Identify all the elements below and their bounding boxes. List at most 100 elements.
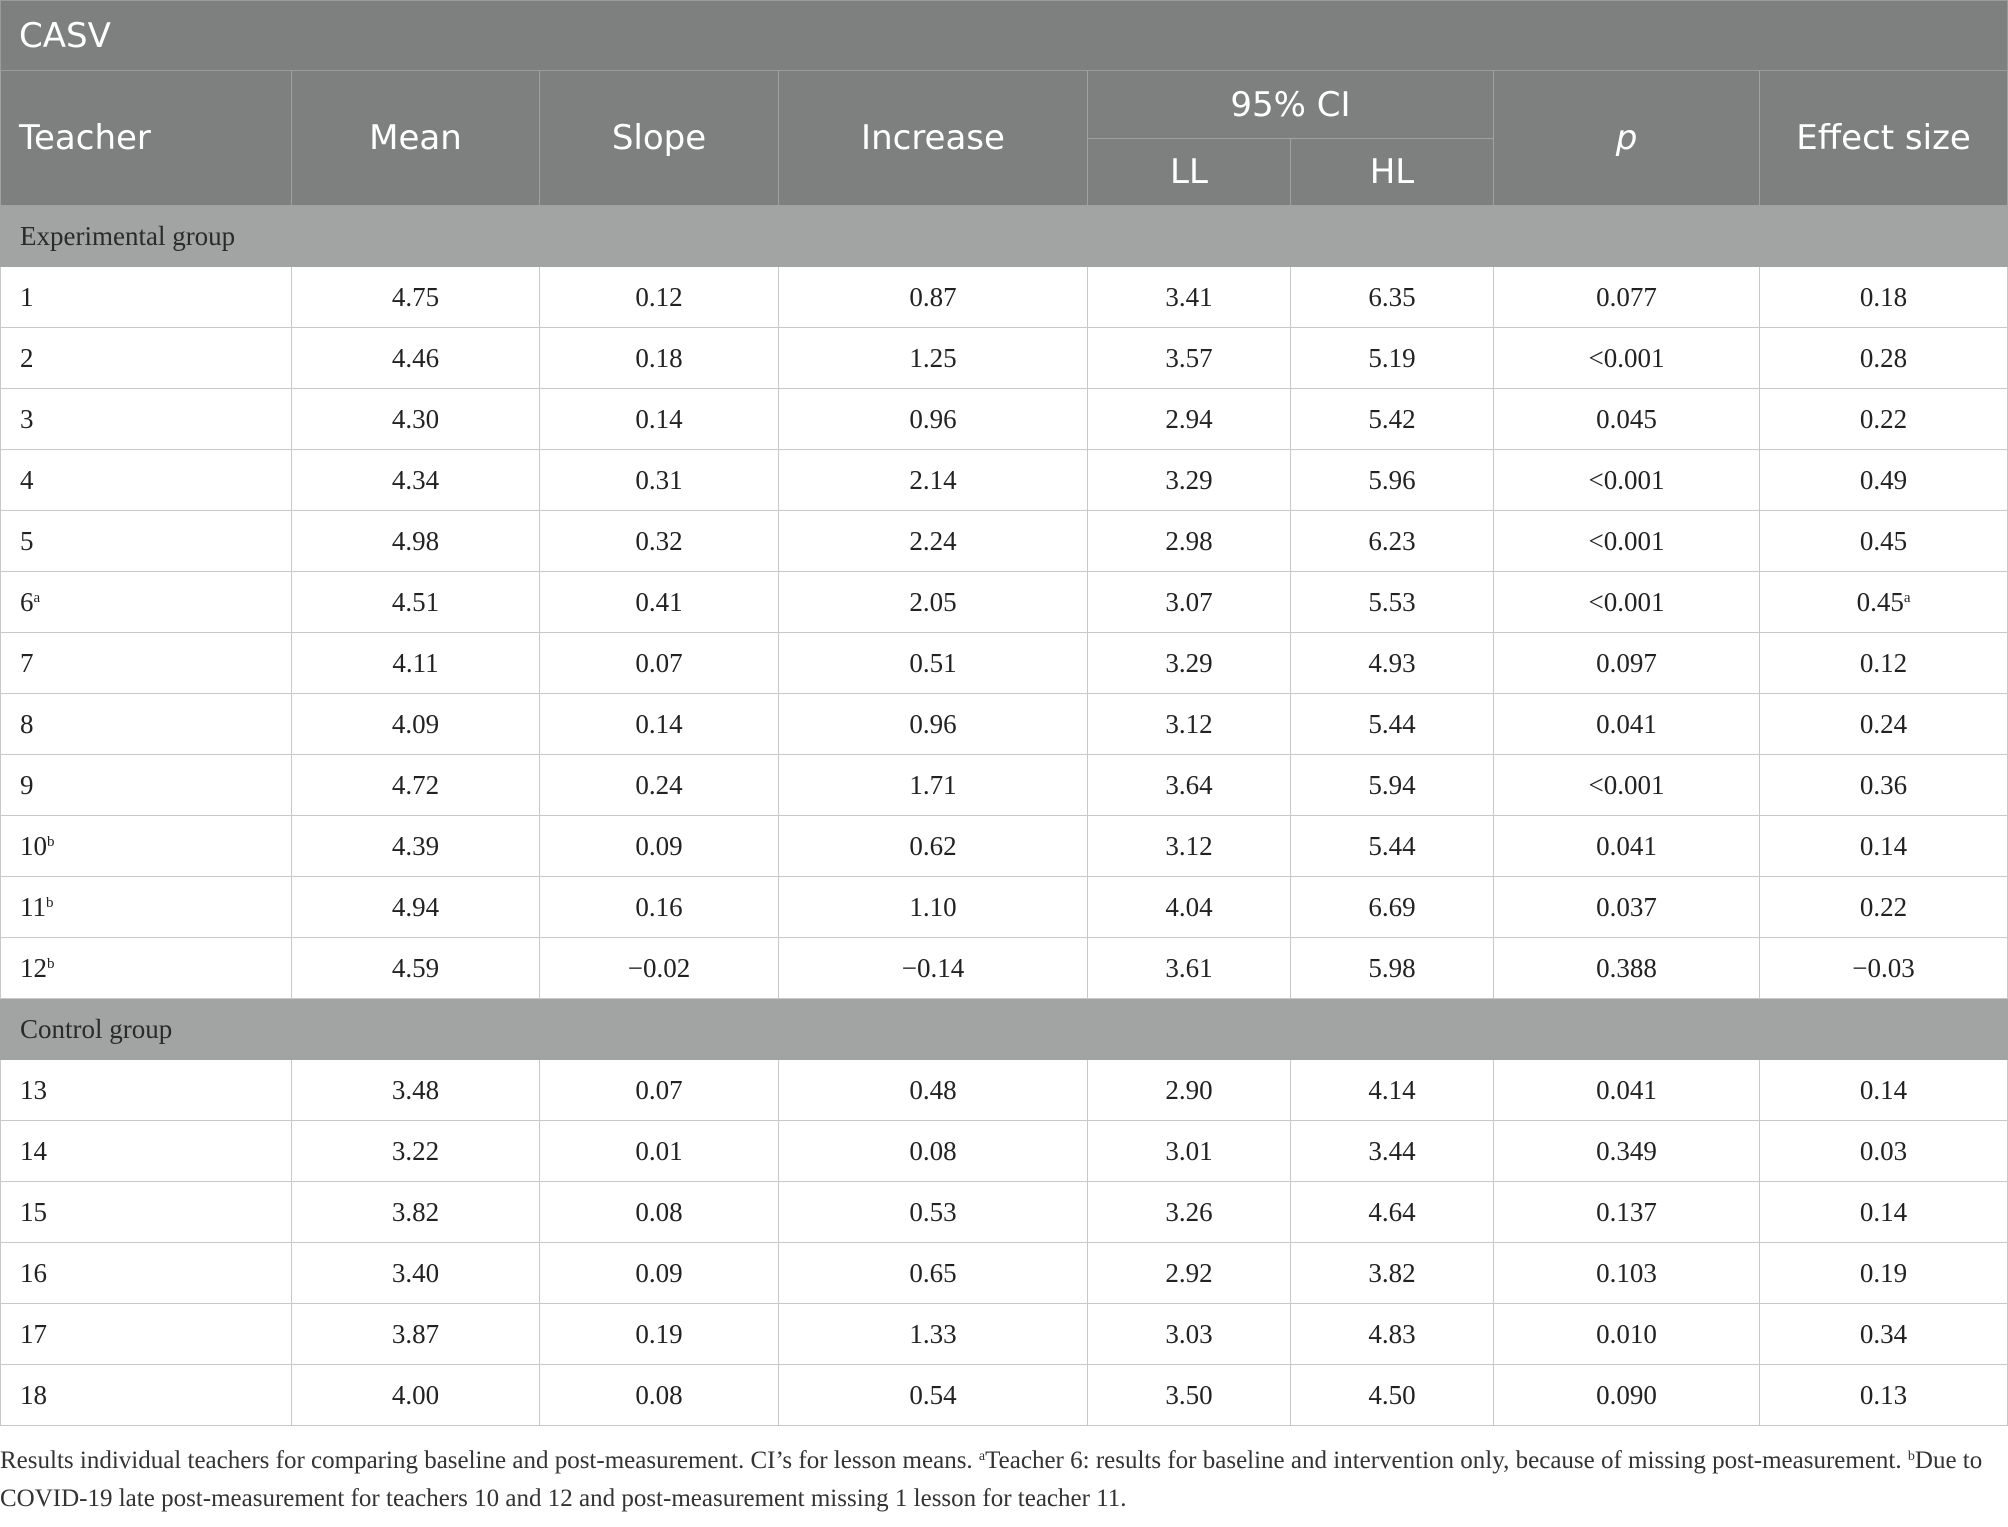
cell-p: <0.001 [1493,510,1760,572]
teacher-id: 4 [20,464,34,495]
cell-increase-value: 1.10 [909,891,957,922]
table-row: 8 4.09 0.14 0.96 3.12 5.44 0.041 0.24 [0,693,2008,755]
cell-slope-value: 0.07 [635,1074,683,1105]
cell-hl-value: 3.44 [1368,1135,1416,1166]
cell-ll-value: 2.90 [1165,1074,1213,1105]
cell-p-value: <0.001 [1588,586,1665,617]
cell-hl-value: 5.96 [1368,464,1416,495]
cell-effect-size-value: 0.34 [1859,1318,1908,1349]
cell-slope-value: 0.32 [635,525,683,556]
cell-hl-value: 5.42 [1368,403,1416,434]
cell-increase-value: 2.14 [909,464,957,495]
cell-hl-value: 5.94 [1368,769,1416,800]
cell-hl: 6.23 [1290,510,1494,572]
cell-mean-value: 4.46 [391,342,440,373]
cell-increase-value: 0.65 [909,1257,957,1288]
cell-slope: 0.14 [539,388,779,450]
cell-effect-size: 0.22 [1758,388,2008,450]
teacher-footnote-mark: b [47,955,55,972]
cell-p: 0.041 [1493,693,1760,755]
cell-slope: 0.16 [539,876,779,938]
cell-mean-value: 4.39 [391,830,440,861]
cell-slope: 0.19 [539,1303,779,1365]
cell-hl: 4.50 [1290,1364,1494,1426]
cell-teacher: 7 [0,632,292,694]
cell-slope: 0.32 [539,510,779,572]
cell-slope: 0.41 [539,571,779,633]
table-row: 13 3.48 0.07 0.48 2.90 4.14 0.041 0.14 [0,1059,2008,1121]
cell-effect-size-value: 0.22 [1859,891,1908,922]
cell-hl-value: 5.44 [1368,830,1416,861]
table-title: CASV [0,0,2008,71]
cell-increase: 0.08 [778,1120,1088,1182]
cell-slope: 0.31 [539,449,779,511]
header-ci: 95% CI [1087,70,1494,139]
cell-ll-value: 3.12 [1165,708,1213,739]
cell-increase-value: 1.71 [909,769,957,800]
cell-hl: 5.19 [1290,327,1494,389]
cell-mean-value: 3.40 [391,1257,440,1288]
cell-effect-size: 0.45 [1758,510,2008,572]
cell-hl: 5.42 [1290,388,1494,450]
cell-teacher: 15 [0,1181,292,1243]
cell-increase: 0.65 [778,1242,1088,1304]
cell-slope-value: 0.09 [635,1257,683,1288]
footnote-sup-b: b [1907,1449,1915,1464]
cell-ll: 3.29 [1087,449,1291,511]
cell-hl-value: 4.50 [1368,1379,1416,1410]
cell-slope: 0.07 [539,1059,779,1121]
cell-ll-value: 4.04 [1165,891,1213,922]
cell-teacher: 9 [0,754,292,816]
cell-mean-value: 4.00 [391,1379,440,1410]
cell-increase: 2.05 [778,571,1088,633]
cell-mean: 3.22 [291,1120,540,1182]
cell-slope-value: 0.16 [635,891,683,922]
cell-p: 0.103 [1493,1242,1760,1304]
teacher-id: 6 [20,586,34,617]
cell-ll-value: 3.26 [1165,1196,1213,1227]
cell-p-value: 0.090 [1596,1379,1657,1410]
cell-p-value: 0.137 [1596,1196,1657,1227]
cell-slope-value: 0.07 [635,647,683,678]
header-mean: Mean [291,70,540,206]
cell-p-value: 0.041 [1596,708,1657,739]
cell-ll-value: 3.07 [1165,586,1213,617]
cell-p-value: <0.001 [1588,464,1665,495]
cell-mean-value: 4.51 [391,586,440,617]
cell-mean: 3.48 [291,1059,540,1121]
cell-mean: 3.82 [291,1181,540,1243]
cell-p: 0.349 [1493,1120,1760,1182]
cell-slope: 0.24 [539,754,779,816]
cell-teacher: 5 [0,510,292,572]
table-row: 14 3.22 0.01 0.08 3.01 3.44 0.349 0.03 [0,1120,2008,1182]
cell-hl-value: 5.53 [1368,586,1416,617]
cell-effect-size: 0.34 [1758,1303,2008,1365]
cell-ll: 2.94 [1087,388,1291,450]
cell-effect-size-value: 0.12 [1859,647,1908,678]
cell-increase: 0.53 [778,1181,1088,1243]
cell-p: 0.137 [1493,1181,1760,1243]
cell-mean-value: 3.48 [391,1074,440,1105]
cell-p-value: 0.388 [1596,952,1657,983]
cell-mean-value: 4.98 [391,525,440,556]
cell-slope: 0.08 [539,1181,779,1243]
cell-slope-value: 0.31 [635,464,683,495]
table-row: 16 3.40 0.09 0.65 2.92 3.82 0.103 0.19 [0,1242,2008,1304]
cell-ll-value: 2.94 [1165,403,1213,434]
results-table-container: CASV Teacher Mean Slope Increase 95% CI … [0,0,2008,1426]
cell-p-value: 0.041 [1596,830,1657,861]
cell-mean: 4.39 [291,815,540,877]
cell-hl-value: 5.98 [1368,952,1416,983]
cell-effect-size: 0.36 [1758,754,2008,816]
teacher-id: 9 [20,769,34,800]
cell-p-value: 0.010 [1596,1318,1657,1349]
cell-increase: 0.48 [778,1059,1088,1121]
header-increase: Increase [778,70,1088,206]
table-row: 11b 4.94 0.16 1.10 4.04 6.69 0.037 0.22 [0,876,2008,938]
cell-p: 0.045 [1493,388,1760,450]
cell-effect-size: 0.14 [1758,1181,2008,1243]
teacher-id: 7 [20,647,34,678]
cell-effect-size: 0.24 [1758,693,2008,755]
cell-mean: 4.46 [291,327,540,389]
cell-slope: 0.09 [539,1242,779,1304]
